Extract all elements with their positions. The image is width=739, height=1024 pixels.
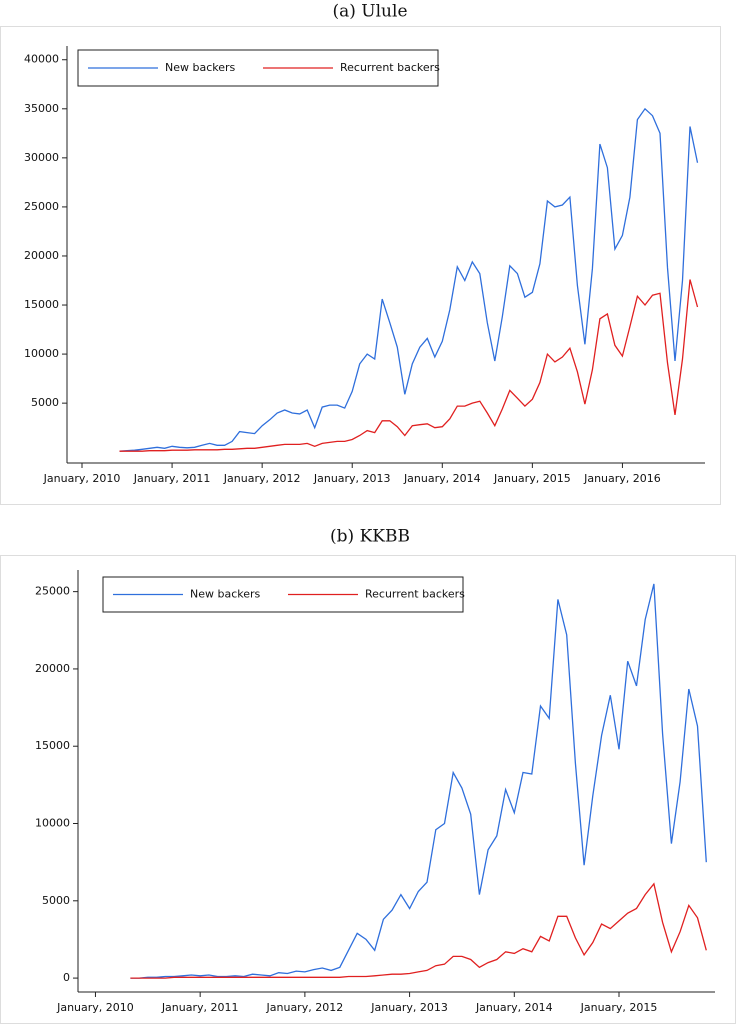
panel-frame: [0, 555, 736, 1024]
chart-title: (a) Ulule: [332, 2, 407, 22]
x-tick-label: January, 2012: [223, 472, 301, 485]
y-tick-label: 25000: [24, 200, 59, 213]
legend-label: New backers: [165, 61, 236, 74]
series-line: [130, 882, 707, 979]
y-tick-label: 25000: [35, 585, 70, 598]
y-tick-label: 35000: [24, 102, 59, 115]
x-tick-label: January, 2014: [403, 472, 481, 485]
y-tick-label: 10000: [24, 347, 59, 360]
legend-label: Recurrent backers: [340, 61, 440, 74]
y-tick-label: 40000: [24, 53, 59, 66]
x-tick-label: January, 2013: [313, 472, 391, 485]
y-tick-label: 15000: [35, 739, 70, 752]
legend-label: New backers: [190, 588, 261, 601]
y-tick-label: 5000: [31, 396, 59, 409]
x-tick-label: January, 2012: [266, 1001, 344, 1014]
x-tick-label: January, 2010: [43, 472, 121, 485]
x-tick-label: January, 2015: [493, 472, 571, 485]
y-tick-label: 10000: [35, 817, 70, 830]
y-tick-label: 0: [63, 971, 70, 984]
panel-frame: [0, 26, 721, 505]
series-line: [119, 107, 699, 452]
chart-title: (b) KKBB: [330, 527, 410, 547]
y-tick-label: 20000: [35, 662, 70, 675]
x-tick-label: January, 2016: [583, 472, 661, 485]
y-tick-label: 15000: [24, 298, 59, 311]
series-line: [119, 279, 699, 452]
x-tick-label: January, 2011: [133, 472, 211, 485]
x-tick-label: January, 2014: [475, 1001, 553, 1014]
y-tick-label: 20000: [24, 249, 59, 262]
series-line: [130, 583, 707, 979]
y-tick-label: 5000: [42, 894, 70, 907]
x-tick-label: January, 2010: [56, 1001, 134, 1014]
y-tick-label: 30000: [24, 151, 59, 164]
x-tick-label: January, 2013: [370, 1001, 448, 1014]
x-tick-label: January, 2015: [580, 1001, 658, 1014]
legend-label: Recurrent backers: [365, 588, 465, 601]
x-tick-label: January, 2011: [161, 1001, 239, 1014]
